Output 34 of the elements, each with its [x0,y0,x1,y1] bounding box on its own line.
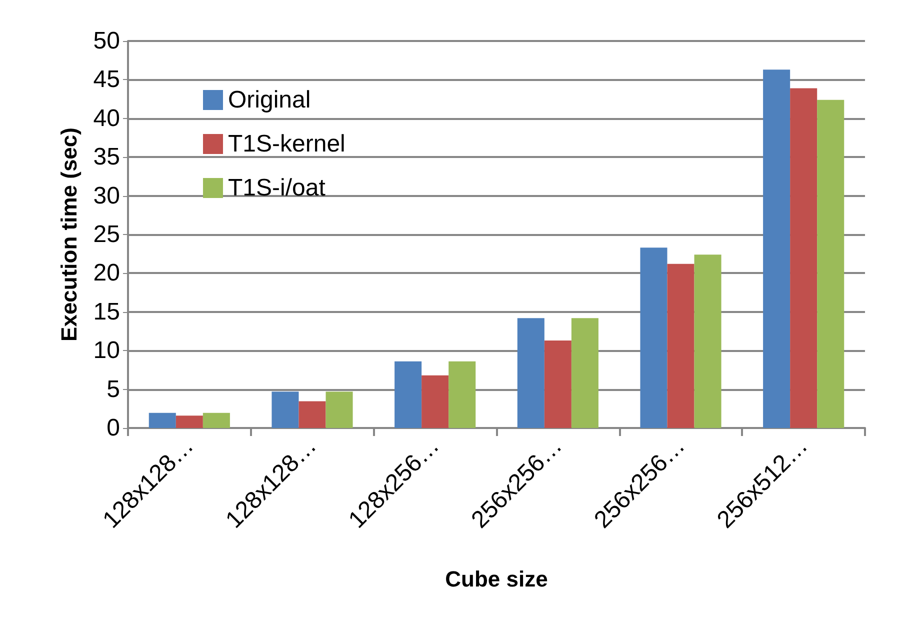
y-axis-title: Execution time (sec) [56,128,82,342]
bar [422,375,449,428]
bar [394,361,422,428]
bar [790,88,818,428]
legend-label: Original [228,86,311,114]
y-tick-label: 45 [93,66,120,94]
bar [298,401,326,428]
bar [326,392,353,428]
bar [448,361,476,428]
bar [148,412,176,428]
y-tick-label: 20 [93,260,120,287]
bar [817,100,844,428]
bar [517,318,544,428]
legend-label: T1S-kernel [228,130,346,158]
x-axis-title: Cube size [445,566,548,592]
bar [272,392,299,428]
bar [176,416,203,428]
y-tick-label: 0 [106,414,120,442]
bar [544,340,572,428]
bar [667,264,694,428]
bar [202,412,230,428]
y-tick-label: 40 [93,104,120,132]
y-tick-label: 50 [93,28,120,54]
bar [694,254,722,428]
legend-label: T1S-i/oat [228,174,326,202]
y-tick-label: 10 [93,337,120,364]
y-tick-label: 15 [93,298,120,326]
y-tick-label: 30 [93,182,120,210]
bar [571,318,598,428]
y-tick-label: 25 [93,221,120,248]
bar [763,70,790,428]
y-tick-label: 5 [106,376,120,403]
y-tick-label: 35 [93,144,120,171]
bar [640,248,668,428]
